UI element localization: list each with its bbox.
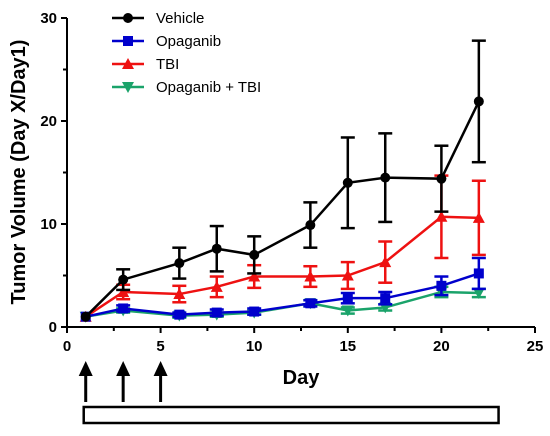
data-point	[305, 220, 316, 231]
legend-label: Opaganib + TBI	[156, 79, 261, 96]
data-point	[380, 293, 391, 304]
series-tbi	[79, 174, 486, 322]
data-point	[211, 243, 222, 254]
y-axis-title: Tumor Volume (Day X/Day1)	[8, 40, 30, 305]
annotations	[78, 361, 500, 425]
series-layer	[79, 39, 486, 323]
data-point	[473, 96, 484, 107]
data-point	[304, 270, 317, 282]
data-point	[174, 309, 185, 320]
data-point	[380, 172, 391, 183]
series-line	[85, 215, 479, 318]
data-point	[117, 285, 130, 297]
data-point	[342, 177, 353, 188]
legend-marker	[122, 58, 134, 69]
data-point	[80, 311, 91, 322]
data-point	[436, 280, 447, 291]
legend-label: TBI	[156, 56, 179, 73]
data-point	[211, 307, 222, 318]
series-line	[84, 100, 480, 318]
legend-entry-opaganib: Opaganib	[112, 33, 221, 50]
data-point	[472, 211, 485, 223]
y-tick-label: 20	[40, 113, 57, 130]
data-point	[248, 270, 261, 282]
data-point	[379, 256, 392, 268]
data-point	[210, 280, 223, 292]
data-point	[249, 306, 260, 317]
axes: 0 5 10 15 20 25 0 10 20 30	[40, 10, 543, 355]
dose-arrow-head	[116, 361, 131, 376]
legend: Vehicle Opaganib TBI Opaganib + TBI	[112, 10, 261, 96]
x-tick-label: 10	[246, 338, 263, 355]
y-tick-label: 30	[40, 10, 57, 27]
dose-arrow	[116, 361, 131, 402]
series-line	[85, 290, 479, 318]
data-point	[472, 288, 485, 300]
x-tick-label: 25	[527, 338, 544, 355]
treatment-bar	[82, 405, 500, 425]
series-vehicle	[80, 39, 486, 322]
legend-marker	[123, 36, 133, 46]
data-point	[249, 249, 260, 260]
data-point	[435, 210, 448, 222]
data-point	[342, 293, 353, 304]
data-point	[305, 298, 316, 309]
data-point	[341, 305, 354, 317]
dose-arrow	[78, 361, 93, 402]
legend-entry-vehicle: Vehicle	[112, 10, 204, 27]
dose-arrow-head	[153, 361, 168, 376]
data-point	[118, 274, 129, 285]
legend-entry-opaganib-tbi: Opaganib + TBI	[112, 79, 261, 96]
x-tick-label: 20	[433, 338, 450, 355]
legend-entry-tbi: TBI	[112, 56, 179, 73]
data-point	[473, 268, 484, 279]
data-point	[173, 288, 186, 300]
data-point	[118, 303, 129, 314]
x-tick-label: 15	[339, 338, 356, 355]
series-line	[85, 272, 480, 318]
dose-arrow-head	[78, 361, 93, 376]
y-tick-label: 0	[49, 319, 57, 336]
data-point	[436, 173, 447, 184]
legend-marker	[123, 13, 133, 23]
x-tick-label: 5	[156, 338, 164, 355]
legend-label: Opaganib	[156, 33, 221, 50]
legend-marker	[122, 82, 134, 93]
x-tick-label: 0	[63, 338, 71, 355]
data-point	[174, 258, 185, 269]
legend-label: Vehicle	[156, 10, 204, 27]
dose-arrow	[153, 361, 168, 402]
x-axis-title: Day	[283, 367, 321, 389]
y-tick-label: 10	[40, 216, 57, 233]
data-point	[341, 269, 354, 281]
